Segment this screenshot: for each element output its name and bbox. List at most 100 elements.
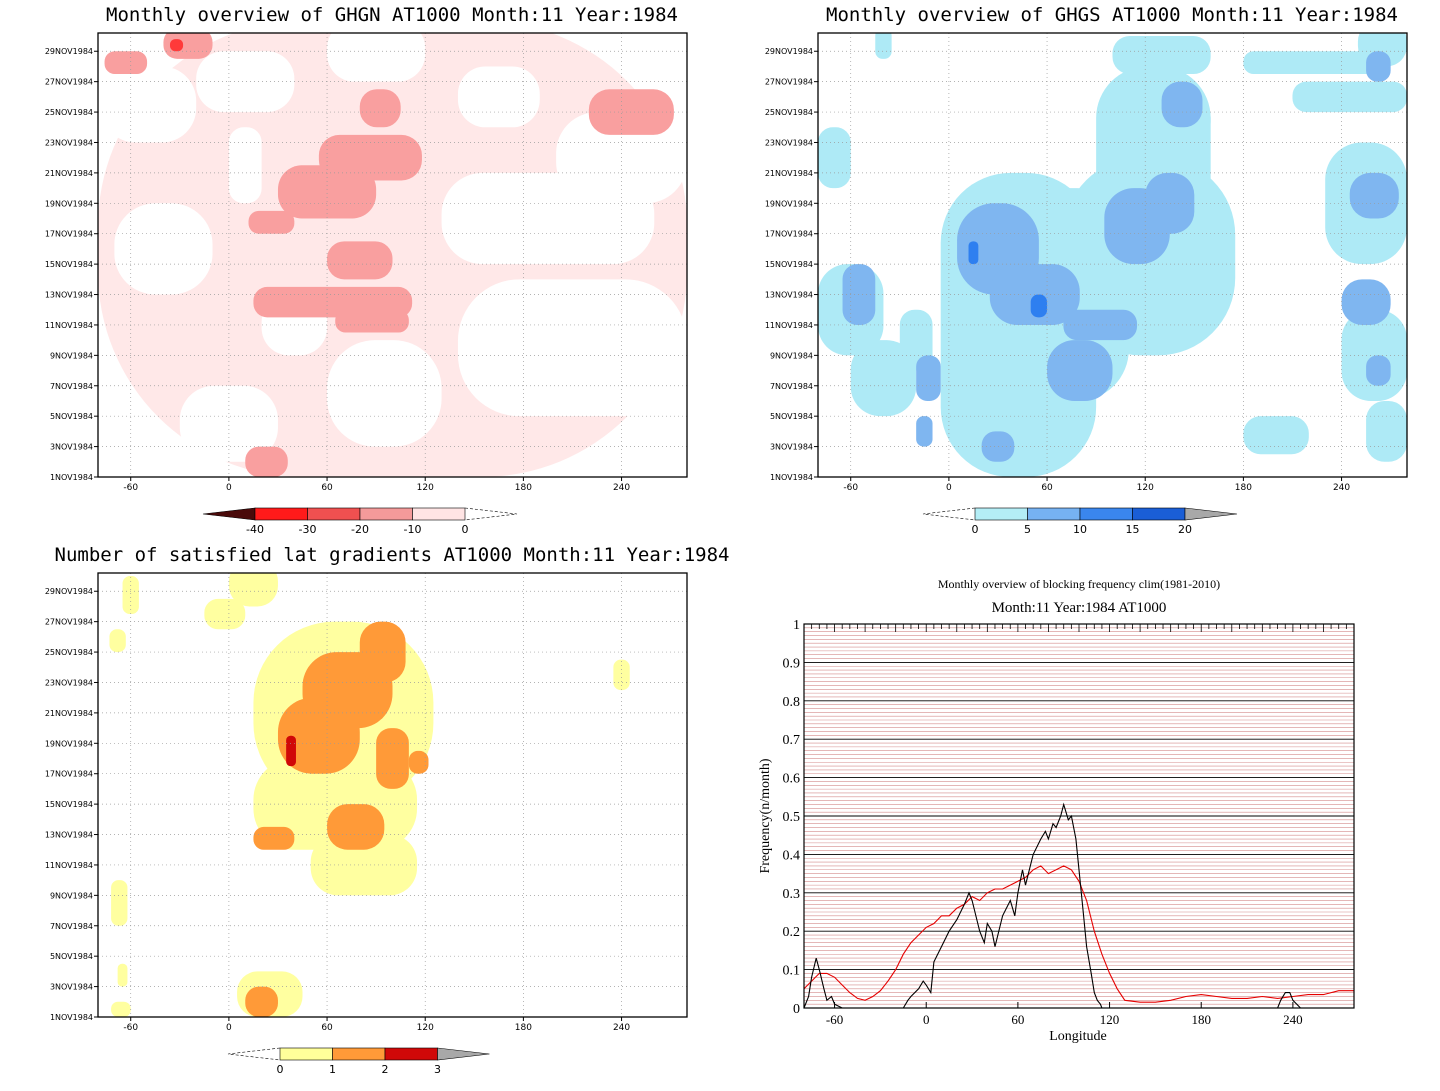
y-tick-label-6: 0.6	[783, 772, 801, 787]
y-tick-label-2: 5NOV1984	[50, 412, 93, 421]
panel-1-plot-area: -60 0 60 120 180 240 1NOV1984 3NOV1984 5NOV1984 7…	[45, 32, 688, 493]
y-tick-label-2: 5NOV1984	[50, 952, 93, 961]
x-tick-label-1: 0	[226, 483, 232, 493]
contour-level-0-region-5	[228, 573, 278, 607]
colorbar-segment-0	[974, 507, 1028, 521]
y-tick-label-8: 17NOV1984	[45, 230, 93, 239]
y-tick-label-14: 29NOV1984	[45, 47, 93, 56]
contour-level-1-region-1	[457, 66, 540, 128]
contour-level-1-region-5	[1047, 340, 1113, 401]
contour-level-1-region-10	[327, 33, 426, 82]
y-tick-label-2: 0.2	[783, 925, 801, 940]
x-tick-label-2: 60	[1041, 483, 1053, 493]
panel-4-plot-area: 0 0.1 0.2 0.3 0.4 0.5 0.6 0.7 0.8 0.9 1 -60 0 60 120 18…	[783, 618, 1355, 1027]
y-tick-label-11: 23NOV1984	[765, 138, 813, 147]
x-tick-label-5: 240	[613, 1023, 630, 1033]
contour-level-0-region-9	[310, 834, 418, 896]
y-tick-label-4: 9NOV1984	[50, 891, 93, 900]
y-tick-label-12: 25NOV1984	[45, 108, 93, 117]
contour-level-1-region-3	[327, 340, 442, 447]
colorbar-label-3: 15	[1126, 523, 1140, 536]
panel-3-title: Number of satisfied lat gradients AT1000…	[55, 544, 730, 566]
contour-level-1-region-0	[101, 66, 197, 143]
contour-level-2-region-6	[318, 134, 422, 181]
y-tick-label-9: 0.9	[783, 656, 801, 671]
colorbar-segment-2	[359, 507, 413, 521]
y-tick-label-6: 13NOV1984	[45, 831, 93, 840]
plot-frame	[803, 623, 1355, 1009]
contour-level-1-region-3	[376, 728, 409, 789]
contour-level-1-region-9	[196, 51, 295, 113]
contour-level-1-region-11	[1349, 172, 1399, 219]
contour-level-1-region-14	[981, 431, 1015, 462]
y-tick-label-3: 7NOV1984	[50, 922, 93, 931]
x-tick-label-4: 180	[515, 1023, 532, 1033]
x-tick-label-4: 180	[1235, 483, 1252, 493]
colorbar-high-extension	[437, 1047, 490, 1061]
colorbar-label-4: 20	[1178, 523, 1192, 536]
contour-level-3-region-0	[169, 39, 184, 52]
contour-level-0-region-14	[1366, 400, 1407, 462]
panel-4-ylabel: Frequency(n/month)	[758, 758, 773, 873]
contour-level-1-region-6	[327, 804, 385, 850]
contour-level-2-region-1	[104, 51, 148, 75]
y-tick-label-8: 17NOV1984	[765, 230, 813, 239]
y-tick-label-3: 7NOV1984	[770, 382, 813, 391]
panel-2-colorbar: 0 5 10 15 20	[922, 507, 1238, 536]
colorbar-low-extension	[922, 507, 976, 521]
y-tick-label-14: 29NOV1984	[45, 587, 93, 596]
panel-3-plot-area: -60 0 60 120 180 240 1NOV1984 3NOV1984 5NOV1984 7…	[45, 572, 688, 1033]
colorbar-label-0: 0	[277, 1063, 284, 1076]
y-tick-label-14: 29NOV1984	[765, 47, 813, 56]
y-tick-label-7: 15NOV1984	[765, 260, 813, 269]
y-tick-label-13: 27NOV1984	[45, 78, 93, 87]
y-tick-label-4: 0.4	[783, 848, 801, 863]
contour-level-2-region-4	[248, 210, 295, 234]
y-tick-label-0: 1NOV1984	[770, 473, 813, 482]
colorbar-label-1: 5	[1024, 523, 1031, 536]
panel-4-subtitle: Month:11 Year:1984 AT1000	[992, 600, 1167, 616]
panel-2-plot-area: -60 0 60 120 180 240 1NOV1984 3NOV1984 5NOV1984 7…	[765, 32, 1408, 493]
x-tick-label-0: -60	[123, 1023, 138, 1033]
contour-level-1-region-8	[1145, 172, 1195, 234]
colorbar-high-extension	[464, 507, 518, 521]
colorbar-low-extension	[227, 1047, 281, 1061]
x-tick-label-0: -60	[843, 483, 858, 493]
contour-level-1-region-11	[228, 127, 262, 204]
panel-1-colorbar: -40 -30 -20 -10 0	[202, 507, 518, 536]
contour-level-2-region-10	[335, 309, 409, 333]
contour-level-1-region-1	[916, 355, 941, 401]
colorbar-segment-1	[332, 1047, 386, 1061]
x-tick-label-4: 180	[515, 483, 532, 493]
y-tick-label-10: 21NOV1984	[45, 169, 93, 178]
y-tick-label-1: 0.1	[783, 964, 801, 979]
y-tick-label-5: 11NOV1984	[45, 321, 93, 330]
y-tick-label-9: 19NOV1984	[45, 739, 93, 748]
y-tick-label-12: 25NOV1984	[765, 108, 813, 117]
x-tick-label-5: 240	[1283, 1012, 1303, 1027]
contour-level-2-region-0	[968, 241, 979, 265]
y-tick-label-0: 0	[793, 1002, 800, 1017]
contour-level-2-region-7	[359, 89, 401, 128]
y-tick-label-4: 9NOV1984	[50, 351, 93, 360]
panel-blocking-frequency: Monthly overview of blocking frequency c…	[758, 577, 1355, 1044]
panel-ghgn: Monthly overview of GHGN AT1000 Month:11…	[45, 4, 688, 536]
y-tick-label-2: 5NOV1984	[770, 412, 813, 421]
colorbar-label-3: -10	[404, 523, 422, 536]
y-tick-label-0: 1NOV1984	[50, 1013, 93, 1022]
y-tick-label-6: 13NOV1984	[45, 291, 93, 300]
panel-4-title: Monthly overview of blocking frequency c…	[938, 577, 1220, 591]
contour-level-1-region-6	[1063, 309, 1138, 341]
colorbar-label-2: 2	[382, 1063, 389, 1076]
colorbar-low-extension	[202, 507, 256, 521]
colorbar-segment-2	[384, 1047, 438, 1061]
y-tick-label-5: 11NOV1984	[45, 861, 93, 870]
colorbar-label-2: -20	[351, 523, 369, 536]
plot-frame	[97, 572, 688, 1018]
contour-level-0-region-3	[117, 963, 128, 987]
x-tick-label-2: 60	[321, 1023, 333, 1033]
y-tick-label-10: 21NOV1984	[765, 169, 813, 178]
colorbar-segment-1	[1027, 507, 1081, 521]
y-tick-label-8: 17NOV1984	[45, 770, 93, 779]
